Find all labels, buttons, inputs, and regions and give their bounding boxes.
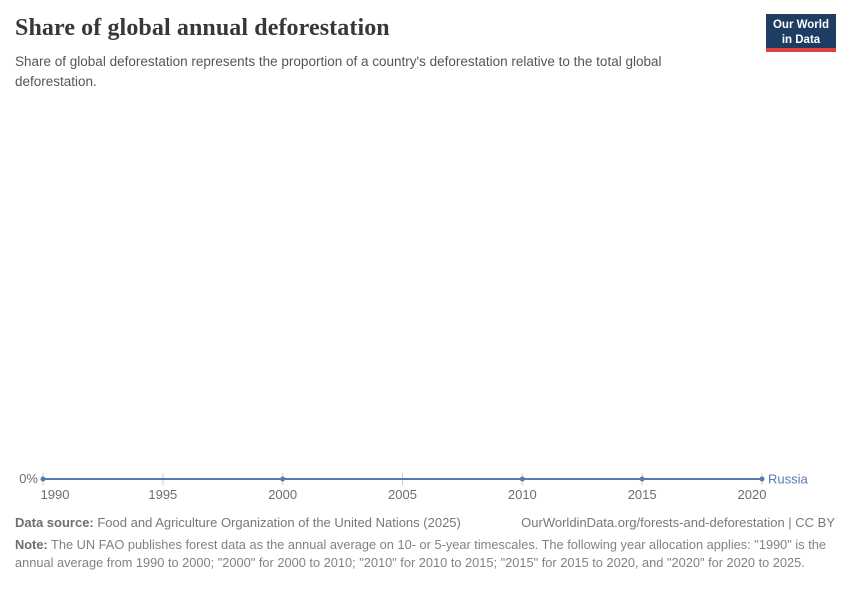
x-tick-label: 2015 [628, 487, 657, 502]
x-tick-label: 1995 [148, 487, 177, 502]
x-tick-label: 1990 [41, 487, 70, 502]
note-text: The UN FAO publishes forest data as the … [15, 537, 826, 571]
data-point[interactable] [759, 476, 765, 482]
data-point[interactable] [519, 476, 525, 482]
x-tick-label: 2000 [268, 487, 297, 502]
data-point[interactable] [639, 476, 645, 482]
y-tick-label: 0% [19, 471, 38, 486]
page-title: Share of global annual deforestation [15, 15, 390, 41]
source-row: Data source: Food and Agriculture Organi… [15, 515, 835, 530]
note-label: Note: [15, 537, 48, 552]
data-source: Data source: Food and Agriculture Organi… [15, 515, 461, 530]
data-point[interactable] [40, 476, 46, 482]
chart-note: Note: The UN FAO publishes forest data a… [15, 536, 835, 572]
chart-area[interactable]: 0% Russia 1990 1995 2000 2005 2010 2015 2020 [0, 440, 850, 506]
chart-header: Share of global annual deforestation Sha… [15, 14, 836, 92]
data-source-label: Data source: [15, 515, 94, 530]
owid-logo-line2: in Data [781, 33, 821, 46]
chart-plot: 0% Russia 1990 1995 2000 2005 2010 2015 2020 [19, 471, 809, 502]
title-block: Share of global annual deforestation Sha… [15, 14, 743, 92]
owid-logo[interactable]: Our World in Data [766, 14, 836, 52]
entity-label[interactable]: Russia [768, 472, 809, 487]
x-tick-label: 2010 [508, 487, 537, 502]
data-source-text: Food and Agriculture Organization of the… [93, 515, 461, 530]
x-tick-label: 2005 [388, 487, 417, 502]
owid-citation-link[interactable]: OurWorldinData.org/forests-and-deforesta… [521, 515, 835, 530]
data-point[interactable] [280, 476, 286, 482]
chart-subtitle: Share of global deforestation represents… [15, 53, 662, 90]
chart-footer: Data source: Food and Agriculture Organi… [15, 515, 835, 572]
owid-logo-line1: Our World [772, 19, 829, 31]
x-tick-label: 2020 [738, 487, 767, 502]
